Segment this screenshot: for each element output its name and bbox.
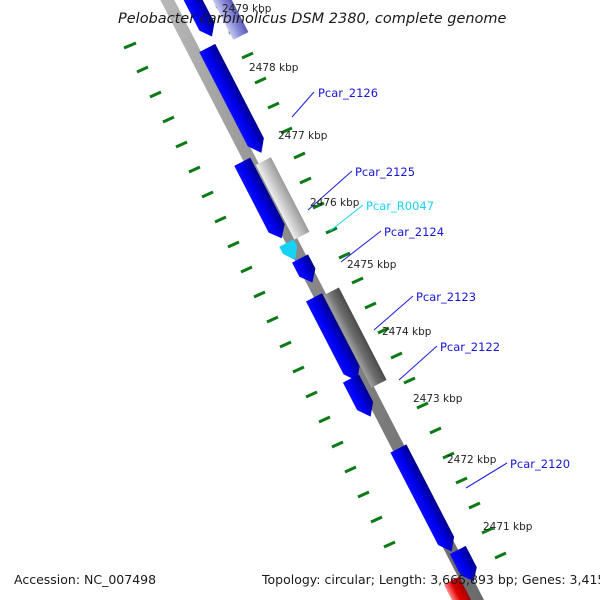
- gene-label-pcar-2124[interactable]: Pcar_2124: [384, 225, 444, 239]
- gene-label-pcar-2122[interactable]: Pcar_2122: [440, 340, 500, 354]
- gene-label-pcar-2123[interactable]: Pcar_2123: [416, 290, 476, 304]
- tick-label: 2471 kbp: [483, 521, 533, 533]
- gene-feature-pcar-2126[interactable]: [199, 43, 269, 157]
- leader-pcar-2124: [340, 230, 382, 263]
- leader-pcar-2120: [465, 462, 508, 489]
- genome-summary-label: Topology: circular; Length: 3,665,893 bp…: [261, 572, 600, 587]
- tick-label: 2472 kbp: [447, 454, 497, 466]
- gene-feature-pcar-2125-outer[interactable]: [255, 157, 310, 240]
- gene-feature-top-blue[interactable]: [159, 0, 220, 40]
- gene-feature-pcar-2125[interactable]: [234, 157, 289, 243]
- gene-feature-bottom-red[interactable]: [443, 576, 480, 600]
- tick-label: 2479 kbp: [222, 3, 272, 15]
- gene-label-pcar-2120[interactable]: Pcar_2120: [510, 457, 570, 471]
- accession-label: Accession: NC_007498: [14, 572, 156, 587]
- leader-pcar-2123: [373, 295, 414, 331]
- tick-label: 2473 kbp: [413, 393, 463, 405]
- gene-feature-pcar-2123-outer[interactable]: [323, 287, 387, 388]
- gene-feature-bottom-blue[interactable]: [449, 545, 482, 585]
- page-title: Pelobacter carbinolicus DSM 2380, comple…: [118, 11, 507, 27]
- leader-pcar-2122: [398, 345, 438, 381]
- label-leader-lines: [291, 91, 508, 489]
- tick-label: 2475 kbp: [347, 259, 397, 271]
- tick-label: 2477 kbp: [278, 130, 328, 142]
- gene-feature-pcar-2124[interactable]: [292, 254, 320, 286]
- gene-label-pcar-2126[interactable]: Pcar_2126: [318, 86, 378, 100]
- gene-feature-pcar-2123[interactable]: [305, 293, 365, 385]
- leader-pcar-r0047: [329, 204, 364, 232]
- leader-pcar-2125: [307, 170, 353, 211]
- tick-label: 2474 kbp: [382, 326, 432, 338]
- gene-labels[interactable]: Pcar_2126 Pcar_2125 Pcar_R0047 Pcar_2124…: [318, 86, 570, 471]
- scale-labels: 2479 kbp 2478 kbp 2477 kbp 2476 kbp 2475…: [222, 3, 533, 533]
- gene-feature-pcar-r0047[interactable]: [279, 239, 302, 263]
- gene-label-pcar-2125[interactable]: Pcar_2125: [355, 165, 415, 179]
- tick-label: 2476 kbp: [310, 197, 360, 209]
- gene-feature-top-periwinkle[interactable]: [188, 0, 249, 40]
- gene-feature-pcar-2120[interactable]: [390, 444, 459, 555]
- leader-pcar-2126: [291, 91, 315, 118]
- feature-track[interactable]: [159, 0, 482, 600]
- gene-feature-pcar-2122[interactable]: [342, 374, 379, 420]
- tick-label: 2478 kbp: [249, 62, 299, 74]
- gene-label-pcar-r0047[interactable]: Pcar_R0047: [366, 199, 434, 213]
